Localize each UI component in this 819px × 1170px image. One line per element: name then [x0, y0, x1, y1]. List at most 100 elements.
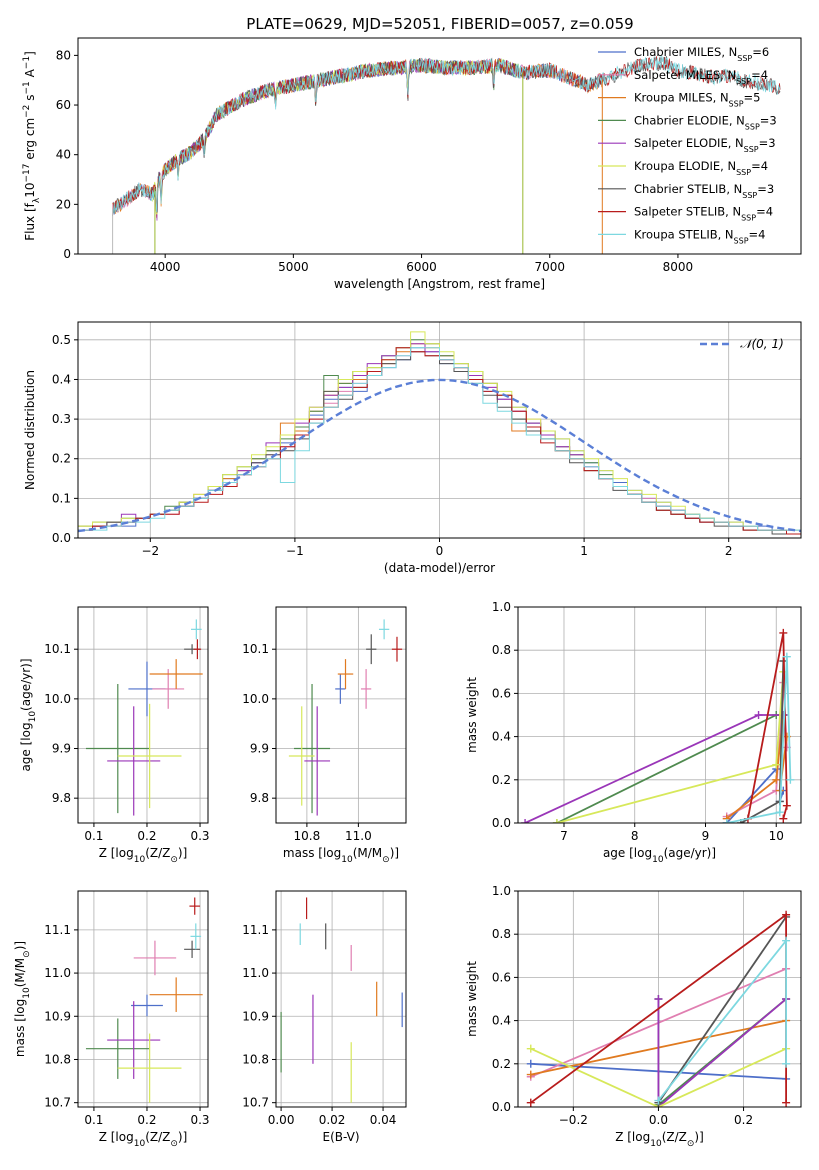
legend-label: Salpeter ELODIE, NSSP=3	[634, 136, 776, 154]
legend-label-tail: =4	[749, 227, 766, 241]
x-tick-label: −2	[141, 544, 159, 558]
legend-label-text: Chabrier STELIB, N	[634, 182, 742, 196]
x-tick-label: 9	[702, 829, 710, 843]
legend-label: Salpeter STELIB, NSSP=4	[634, 205, 773, 223]
legend-label: Kroupa ELODIE, NSSP=4	[634, 159, 768, 177]
x-tick-label: 0.0	[649, 1113, 668, 1127]
y-tick-label: 10.1	[44, 642, 71, 656]
x-axis-label-part: mass [log	[283, 846, 341, 860]
x-axis-label-part: age [log	[603, 846, 652, 860]
weight-point-marker	[782, 910, 791, 919]
x-tick-label: 7000	[534, 260, 565, 274]
y-tick-label: 40	[56, 148, 71, 162]
legend-label-tail: =3	[759, 136, 776, 150]
weight-point-marker	[526, 1044, 535, 1053]
y-axis-label-part: ⊙	[22, 950, 32, 958]
weight-point-marker	[775, 808, 784, 817]
legend-label-sub: SSP	[742, 190, 757, 199]
legend-label-tail: =4	[751, 68, 768, 82]
x-axis-label: mass [log10(M/M⊙)]	[283, 846, 399, 865]
y-axis-label-part: −17	[22, 164, 32, 183]
y-axis-label-part: Flux [f	[23, 202, 37, 240]
y-tick-label: 10.7	[242, 1096, 269, 1110]
y-tick-label: 0.2	[52, 452, 71, 466]
mass-vs-reddening-panel: 0.00 0.02 0.04 10.7 10.8 10.9 11.0 11.1 E(B-V)	[242, 890, 407, 1144]
x-axis-label: Z [log10(Z/Z⊙)]	[615, 1130, 704, 1149]
y-axis-label-part: (age/yr)]	[19, 658, 33, 710]
x-tick-label: 0.2	[137, 1113, 156, 1127]
x-tick-label: 10	[769, 829, 784, 843]
axes: 4000 5000 6000 7000 8000 0 20 40 60 80 wavelength …	[22, 37, 802, 291]
x-tick-label: −0.2	[559, 1113, 588, 1127]
y-tick-label: 10.8	[44, 1052, 71, 1066]
x-axis-label-part: 10	[134, 1139, 146, 1149]
weight-point-marker	[654, 995, 663, 1003]
legend-label-tail: =3	[757, 182, 774, 196]
y-axis-label: Normed distribution	[23, 370, 37, 490]
x-tick-label: 4000	[150, 260, 181, 274]
x-axis-label-part: ⊙	[170, 1139, 178, 1149]
legend-label-sub: SSP	[744, 145, 759, 154]
legend-label-tail: =4	[756, 205, 773, 219]
x-tick-label: −1	[286, 544, 304, 558]
y-tick-label: 0.4	[492, 730, 511, 744]
weight-point-marker	[779, 628, 788, 637]
legend-label-sub: SSP	[737, 54, 752, 63]
weight-point-marker	[782, 936, 791, 945]
y-tick-label: 10.9	[44, 1009, 71, 1023]
x-tick-label: 0	[436, 544, 444, 558]
x-axis-label-part: )]	[694, 1130, 703, 1144]
x-axis-label-part: 10	[650, 1139, 662, 1149]
y-tick-label: 9.9	[250, 742, 269, 756]
y-tick-label: 10.1	[242, 642, 269, 656]
age-vs-mass-panel: 10.8 11.0 9.8 9.9 10.0 10.1 mass [log10(M/M⊙)]	[242, 606, 407, 865]
legend-label-sub: SSP	[745, 122, 760, 131]
x-axis-label-part: Z [log	[99, 1130, 134, 1144]
normal-reference-curve	[78, 378, 801, 533]
x-axis-label-part: (age/yr)]	[664, 846, 716, 860]
weight-point-marker	[782, 1098, 791, 1107]
weight-point-marker	[526, 1059, 535, 1068]
y-axis-label: mass [log10(M/M⊙)]	[13, 941, 32, 1057]
weight-point-marker	[552, 819, 561, 823]
residuals-panel: −2 −1 0 1 2 0.0 0.1 0.2 0.3 0.4 0.5 (data-model)/er…	[23, 321, 802, 575]
legend-label: Chabrier ELODIE, NSSP=3	[634, 113, 777, 130]
x-tick-label: 7	[560, 829, 568, 843]
x-axis-label-part: )]	[390, 846, 399, 860]
weight-series-line	[726, 656, 792, 823]
y-tick-label: 11.0	[44, 966, 71, 980]
y-tick-label: 10.0	[44, 692, 71, 706]
plot-area	[280, 897, 403, 1103]
x-tick-label: 5000	[278, 260, 309, 274]
plot-area	[288, 619, 403, 816]
weight-point-marker	[722, 819, 731, 823]
y-axis-label-part: λ	[32, 197, 42, 203]
plot-area	[521, 628, 795, 823]
legend-label-sub: SSP	[734, 236, 749, 245]
weight-point-marker	[654, 1096, 663, 1105]
axes-frame	[517, 890, 802, 1108]
weight-point-marker	[526, 1098, 535, 1107]
axes-frame	[275, 890, 407, 1108]
legend-label-tail: =5	[744, 91, 761, 105]
y-tick-label: 0	[63, 247, 71, 261]
x-axis-label-part: Z [log	[99, 846, 134, 860]
y-axis-label: mass weight	[465, 677, 479, 753]
axes-frame	[77, 606, 209, 824]
y-tick-label: 11.1	[242, 923, 269, 937]
weight-series-line	[657, 916, 787, 1104]
y-axis-label-part: erg cm	[23, 118, 37, 164]
legend-label-text: Salpeter STELIB, N	[634, 205, 741, 219]
x-axis-label: age [log10(age/yr)]	[603, 846, 716, 865]
x-axis-label-part: 10	[134, 855, 146, 865]
y-axis-label-part: s	[23, 95, 37, 105]
age-vs-metallicity-panel: 0.1 0.2 0.39.89.910.010.1Z [log10(Z/Z⊙)]ag…	[19, 606, 210, 865]
y-tick-label: 0.8	[492, 927, 511, 941]
spectrum-series-line	[112, 55, 781, 216]
x-tick-label: 0.2	[137, 829, 156, 843]
axes: 0.1 0.2 0.310.710.810.911.011.1Z [log10(Z/…	[13, 890, 210, 1149]
x-tick-label: 0.3	[190, 829, 209, 843]
